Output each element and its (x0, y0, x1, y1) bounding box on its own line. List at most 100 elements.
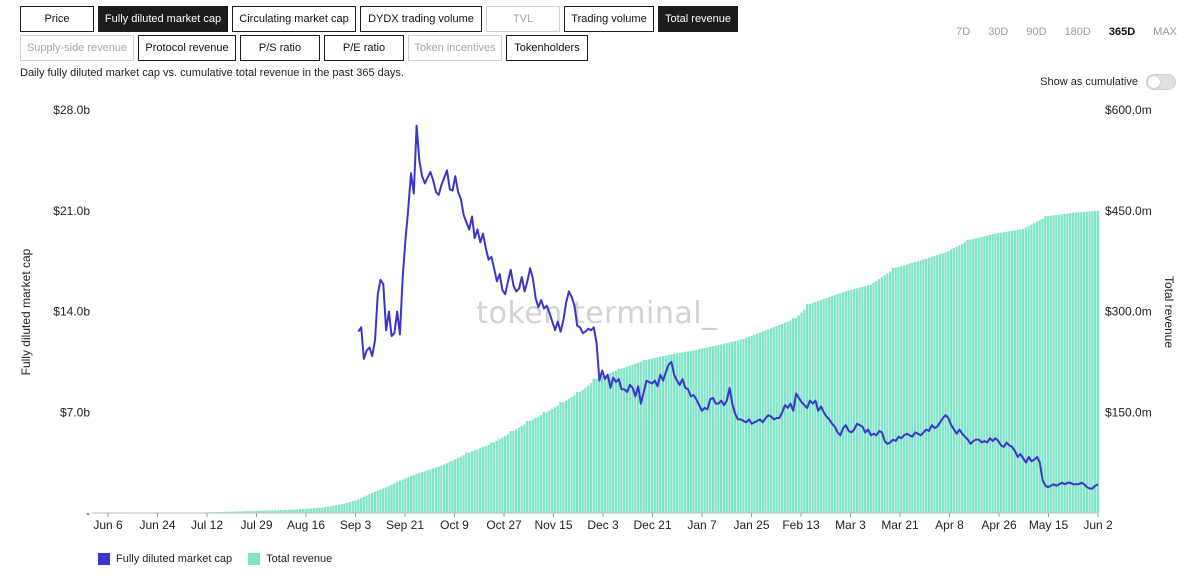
revenue-bar (584, 387, 587, 513)
revenue-bar (531, 419, 534, 513)
revenue-bar (589, 383, 593, 513)
revenue-bar (1080, 212, 1083, 513)
revenue-bar (1096, 210, 1100, 513)
metric-tab-token-incentives[interactable]: Token incentives (408, 35, 502, 61)
revenue-bar (861, 286, 864, 513)
revenue-bar (254, 510, 257, 513)
revenue-bar (786, 321, 789, 513)
legend-item-revenue[interactable]: Total revenue (248, 553, 332, 565)
x-tick-label: Jun 6 (93, 518, 123, 532)
revenue-bar (883, 275, 886, 513)
metric-tab-tokenholders[interactable]: Tokenholders (506, 35, 588, 61)
revenue-bar (847, 290, 850, 513)
left-tick-label: - (86, 506, 90, 520)
revenue-bar (617, 368, 620, 513)
x-tick-label: Aug 16 (287, 518, 325, 532)
metric-tab-p-e-ratio[interactable]: P/E ratio (324, 35, 404, 61)
x-tick-label: Oct 9 (440, 518, 469, 532)
revenue-bar (925, 258, 928, 513)
revenue-bar (526, 420, 529, 513)
revenue-bar (423, 471, 426, 513)
revenue-bar (720, 344, 723, 513)
metric-tab-trading-volume[interactable]: Trading volume (564, 6, 654, 32)
revenue-bar (783, 322, 787, 513)
revenue-bar (606, 374, 609, 513)
revenue-bar (357, 499, 360, 513)
time-range-selector: 7D 30D 90D 180D 365D MAX (947, 24, 1186, 40)
x-tick-label: Sep 3 (340, 518, 372, 532)
revenue-bar (243, 511, 246, 513)
metric-tab-price[interactable]: Price (20, 6, 94, 32)
metric-tab-supply-side-revenue[interactable]: Supply-side revenue (20, 35, 134, 61)
revenue-bar (1019, 229, 1022, 514)
x-tick-label: Jun 2 (1083, 518, 1113, 532)
revenue-bar (365, 495, 368, 513)
revenue-bar (323, 507, 327, 513)
revenue-bar (376, 490, 379, 513)
revenue-bar (634, 363, 637, 513)
range-7d[interactable]: 7D (956, 26, 971, 38)
revenue-bar (318, 507, 321, 513)
revenue-bar (382, 488, 385, 513)
revenue-bar (933, 255, 936, 514)
metric-tabs-row-2: Supply-side revenue Protocol revenue P/S r… (20, 35, 588, 61)
metric-tab-fully-diluted-market-cap[interactable]: Fully diluted market cap (98, 6, 228, 32)
revenue-bar (340, 504, 343, 513)
revenue-bar (503, 435, 507, 513)
revenue-bar (706, 347, 709, 513)
revenue-bar (262, 510, 266, 513)
range-max[interactable]: MAX (1153, 26, 1177, 38)
revenue-bar (238, 511, 241, 513)
metric-tab-protocol-revenue[interactable]: Protocol revenue (138, 35, 236, 61)
metric-tab-circulating-market-cap[interactable]: Circulating market cap (232, 6, 356, 32)
revenue-bar (697, 349, 701, 513)
revenue-bar (645, 359, 648, 513)
revenue-bar (407, 477, 410, 513)
metric-tab-p-s-ratio[interactable]: P/S ratio (240, 35, 320, 61)
metric-tab-tvl[interactable]: TVL (486, 6, 560, 32)
range-30d[interactable]: 30D (988, 26, 1009, 38)
revenue-bar (1094, 210, 1097, 513)
revenue-bar (911, 262, 914, 513)
revenue-bar (1021, 228, 1025, 513)
revenue-bar (1038, 220, 1041, 513)
revenue-bar (371, 492, 374, 513)
revenue-bar (880, 277, 883, 513)
revenue-bar (567, 398, 570, 513)
revenue-bar (797, 315, 800, 513)
legend-item-fdmc[interactable]: Fully diluted market cap (98, 553, 232, 565)
revenue-bar (515, 429, 518, 513)
revenue-bar (700, 348, 703, 513)
revenue-bar (534, 418, 537, 513)
revenue-bar (792, 318, 795, 513)
range-90d[interactable]: 90D (1026, 26, 1047, 38)
cumulative-toggle[interactable] (1146, 74, 1176, 90)
revenue-bar (420, 472, 424, 513)
revenue-bar (240, 511, 244, 513)
revenue-bar (961, 243, 964, 513)
revenue-bar (1035, 221, 1039, 514)
revenue-bar (794, 318, 798, 513)
legend-label-revenue: Total revenue (266, 553, 333, 565)
revenue-bar (556, 405, 559, 513)
metric-tab-dydx-trading-volume[interactable]: DYDX trading volume (360, 6, 482, 32)
revenue-bar (1008, 231, 1011, 514)
range-180d[interactable]: 180D (1064, 26, 1091, 38)
revenue-bar (326, 506, 329, 513)
revenue-bar (354, 500, 357, 513)
revenue-bar (343, 503, 346, 513)
legend-swatch-fdmc (98, 553, 110, 565)
range-365d[interactable]: 365D (1108, 26, 1136, 38)
metric-tab-total-revenue[interactable]: Total revenue (658, 6, 738, 32)
revenue-bar (922, 259, 925, 513)
revenue-bar (997, 233, 1000, 513)
revenue-bar (758, 332, 762, 513)
revenue-bar (825, 298, 828, 513)
revenue-bar (434, 467, 437, 513)
revenue-bar (695, 349, 698, 513)
revenue-bar (1082, 211, 1086, 513)
x-tick-label: Mar 21 (881, 518, 919, 532)
x-tick-label: Feb 13 (782, 518, 820, 532)
revenue-bar (667, 355, 670, 513)
revenue-bar (465, 452, 468, 513)
